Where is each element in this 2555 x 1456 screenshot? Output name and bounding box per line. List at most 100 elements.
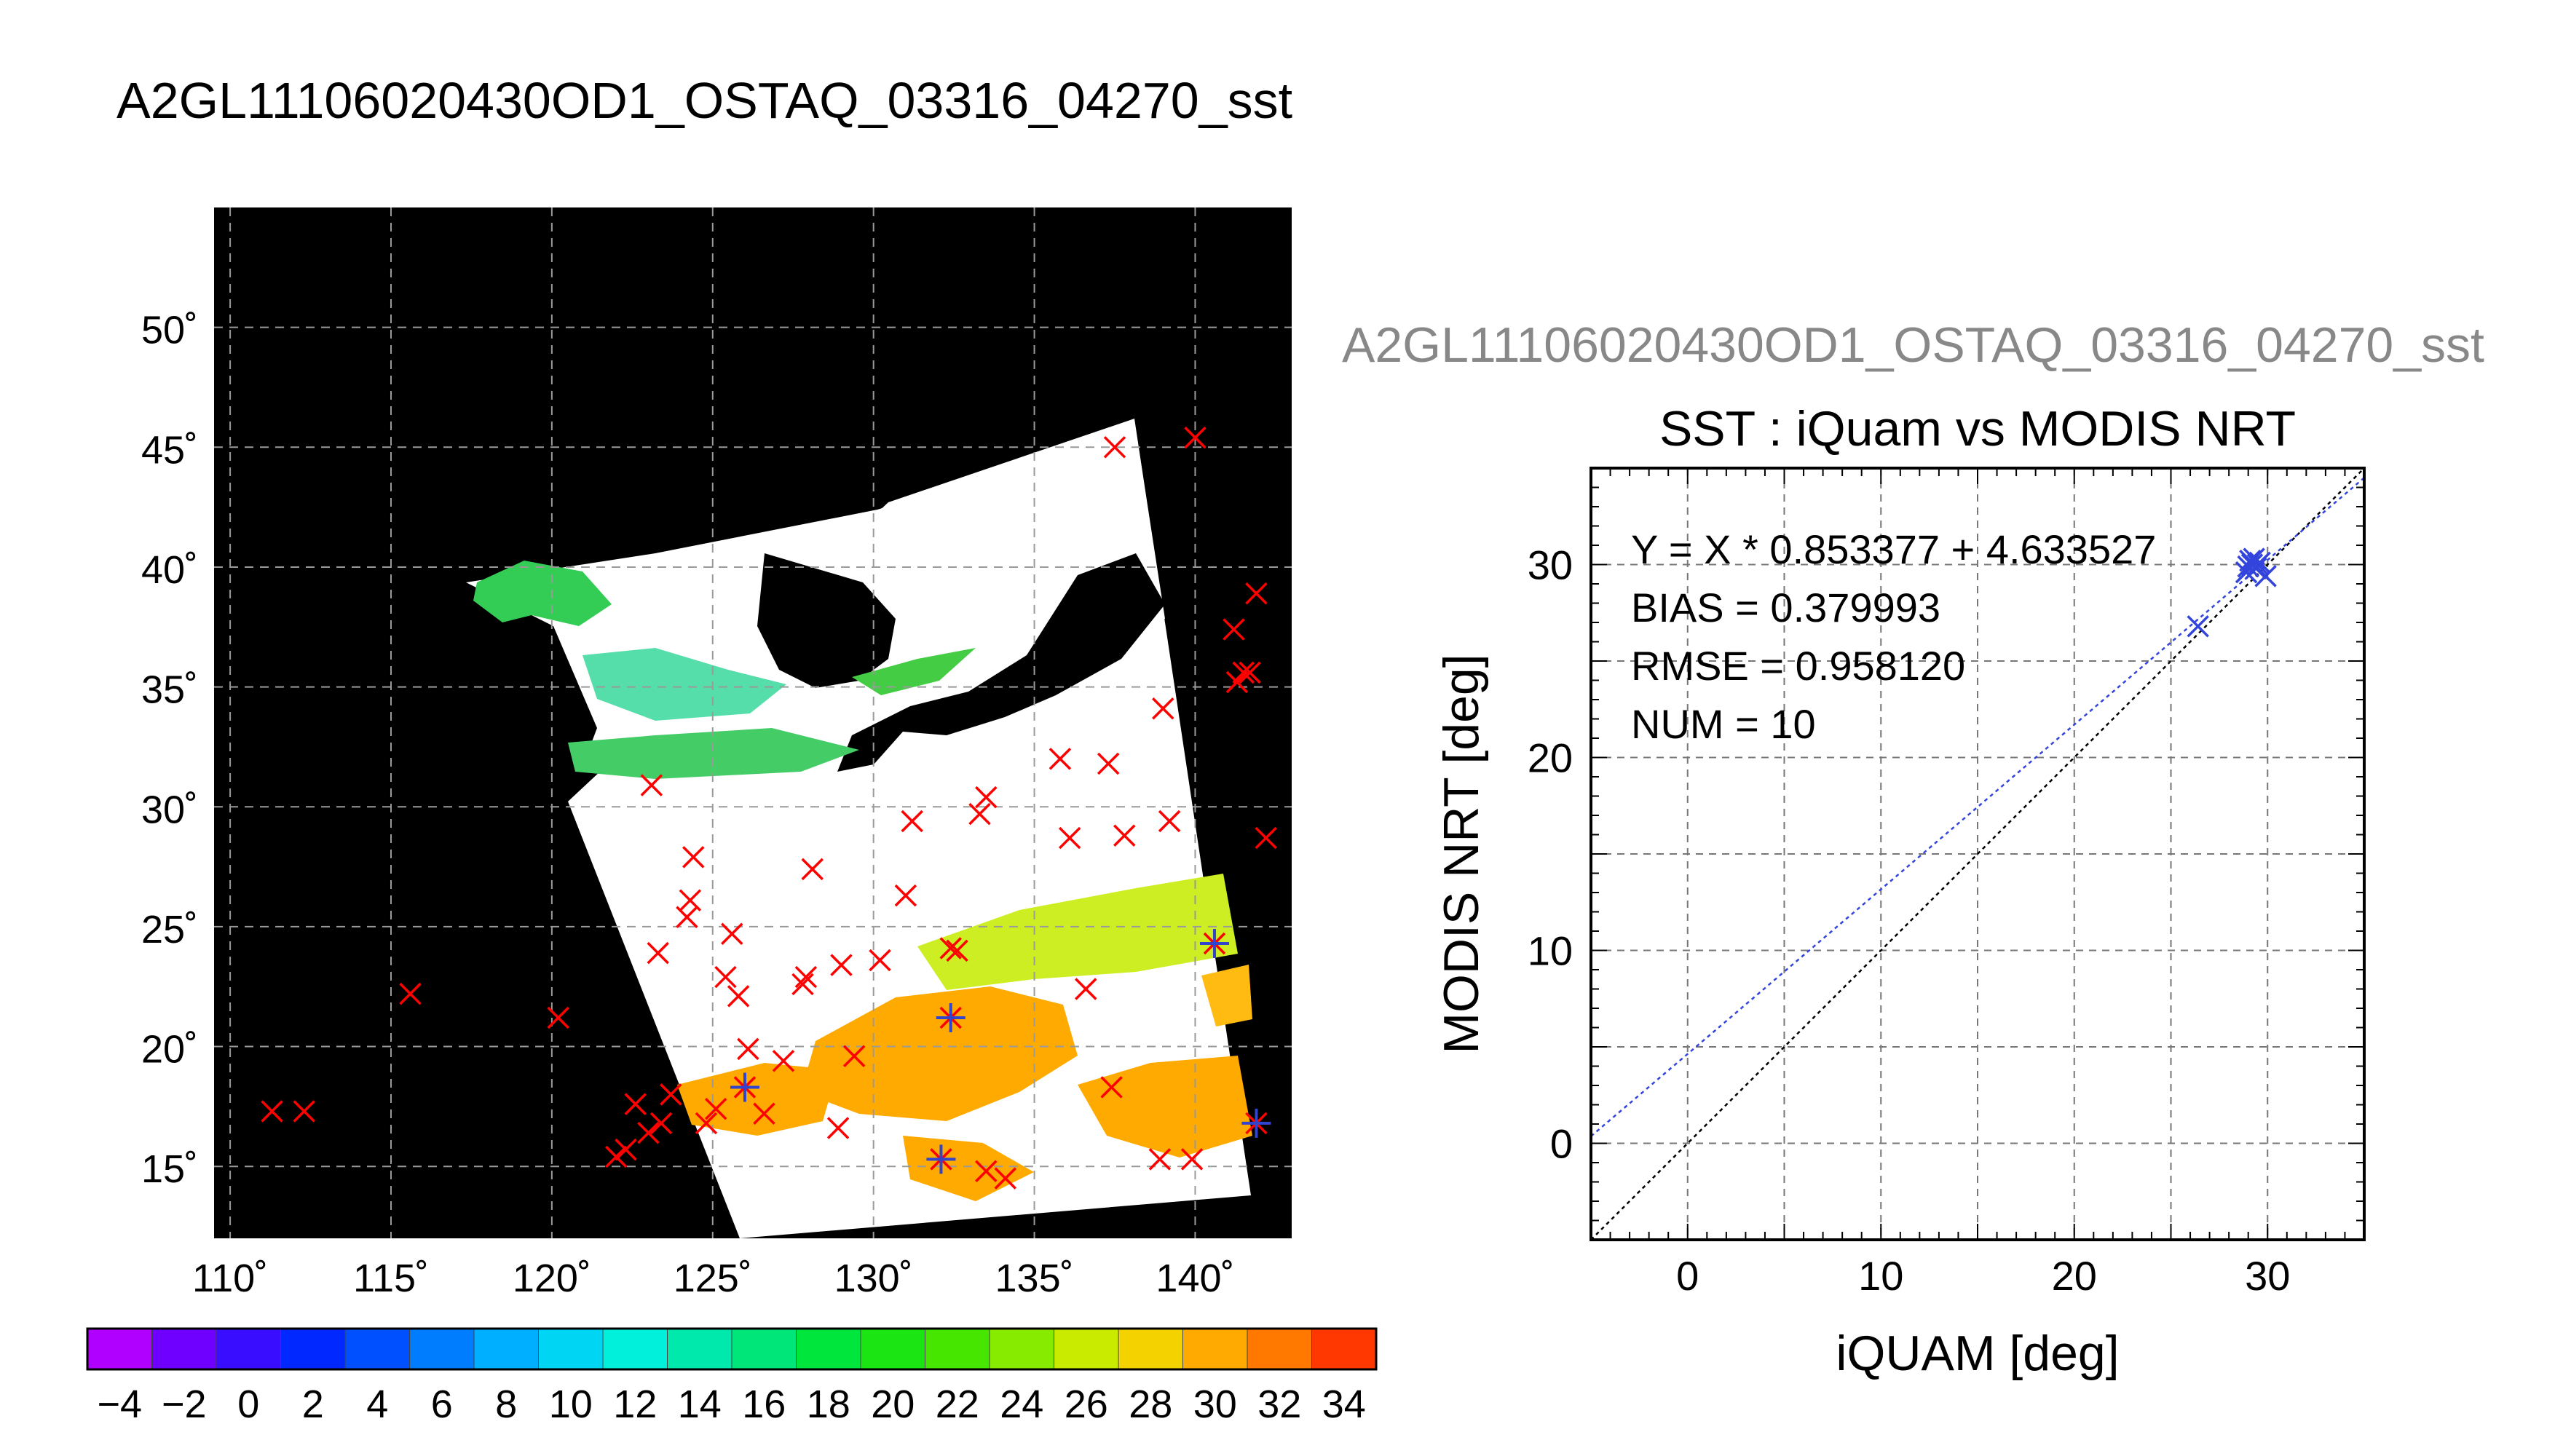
map-content	[466, 419, 1252, 1238]
colorbar-cell	[409, 1328, 475, 1370]
latitude-tick-label: 20˚	[141, 1028, 198, 1072]
colorbar-tick-label: 32	[1257, 1382, 1301, 1426]
iquam-marker	[826, 1117, 850, 1139]
longitude-tick-label: 110˚	[192, 1257, 268, 1300]
chart-header: A2GL11106020430OD1_OSTAQ_03316_04270_sst	[1342, 317, 2484, 373]
longitude-tick-label: 135˚	[995, 1257, 1074, 1300]
iquam-marker	[1255, 826, 1277, 850]
stats-line: RMSE = 0.958120	[1631, 643, 1965, 689]
latitude-tick-label: 50˚	[141, 309, 198, 352]
iquam-marker	[1225, 670, 1249, 694]
colorbar-tick-label: 8	[495, 1382, 517, 1426]
sst-patch-east-china-sea	[568, 728, 859, 779]
iquam-marker	[1158, 810, 1181, 833]
iquam-marker	[975, 1160, 998, 1183]
colorbar-cell	[925, 1328, 990, 1370]
latitude-tick-label: 45˚	[141, 428, 198, 472]
colorbar-cell	[1247, 1328, 1313, 1370]
iquam-marker	[399, 982, 422, 1005]
colorbar-cell	[473, 1328, 540, 1370]
iquam-marker	[1113, 824, 1136, 847]
matchup-marker	[926, 1144, 956, 1174]
sst-patch-orange-main	[801, 986, 1078, 1121]
iquam-marker	[647, 941, 669, 965]
colorbar-cell	[860, 1328, 926, 1370]
iquam-marker	[624, 1093, 647, 1115]
iquam-marker	[682, 846, 705, 869]
iquam-marker	[1097, 752, 1120, 775]
stats-line: NUM = 10	[1631, 701, 1816, 747]
colorbar-cell	[731, 1328, 797, 1370]
iquam-marker	[293, 1100, 315, 1123]
map-latitude-labels: 50˚ 45˚ 40˚ 35˚ 30˚ 25˚ 20˚ 15˚	[141, 309, 198, 1192]
sst-patch-yellow-sea	[473, 561, 612, 626]
longitude-tick-label: 115˚	[353, 1257, 429, 1300]
x-tick-label: 0	[1676, 1253, 1699, 1299]
iquam-marker	[869, 949, 891, 972]
iquam-marker	[640, 774, 663, 796]
colorbar-cell	[216, 1328, 282, 1370]
colorbar-cell	[344, 1328, 411, 1370]
iquam-marker	[1103, 436, 1126, 459]
fit-line	[1591, 477, 2364, 1137]
iquam-marker	[946, 939, 968, 962]
iquam-marker	[727, 985, 750, 1008]
colorbar-tick-label: 6	[431, 1382, 453, 1426]
matchup-marker	[1199, 928, 1229, 958]
iquam-marker	[801, 858, 824, 881]
colorbar-cell	[280, 1328, 346, 1370]
iquam-marker	[994, 1167, 1017, 1190]
matchup-marker	[1241, 1108, 1271, 1138]
colorbar-tick-label: 30	[1193, 1382, 1237, 1426]
colorbar-frame	[86, 1327, 1378, 1371]
iquam-marker	[975, 786, 998, 809]
land-china-coast	[466, 582, 597, 837]
iquam-marker	[772, 1050, 795, 1072]
colorbar-tick-label: 4	[366, 1382, 388, 1426]
x-tick-label: 10	[1858, 1253, 1903, 1299]
matchup-marker	[730, 1072, 759, 1102]
iquam-marker	[939, 937, 962, 960]
iquam-marker	[1232, 661, 1255, 684]
iquam-marker	[649, 1112, 673, 1135]
iquam-marker	[615, 1138, 637, 1161]
iquam-marker	[679, 889, 702, 911]
scatter-point	[2245, 557, 2267, 580]
page-title: A2GL11106020430OD1_OSTAQ_03316_04270_sst	[117, 72, 1292, 129]
iquam-marker	[842, 1045, 866, 1067]
scatter-points	[2187, 547, 2277, 638]
iquam-marker	[737, 1037, 759, 1061]
stats-line: Y = X * 0.853377 + 4.633527	[1631, 526, 2156, 572]
scatter-chart: A2GL11106020430OD1_OSTAQ_03316_04270_sst…	[1342, 317, 2484, 1381]
x-axis-label: iQUAM [deg]	[1836, 1326, 2119, 1381]
iquam-marker	[547, 1006, 569, 1029]
colorbar-cell	[989, 1328, 1055, 1370]
y-tick-label: 0	[1550, 1121, 1573, 1167]
map-markers	[261, 426, 1277, 1190]
iquam-marker	[753, 1102, 775, 1125]
iquam-marker	[1058, 826, 1081, 850]
y-tick-label: 20	[1528, 735, 1573, 781]
colorbar-cell	[87, 1328, 153, 1370]
colorbar-tick-label: 10	[549, 1382, 593, 1426]
scatter-axis-ticks: 0 10 20 30 0 10 20 30	[1528, 467, 2365, 1299]
matchup-marker	[936, 1003, 965, 1033]
colorbar-tick-label: 18	[807, 1382, 850, 1426]
iquam-marker	[721, 922, 743, 946]
colorbar-tick-label: 20	[871, 1382, 915, 1426]
sst-colorbar: −4 −2 0 2 4 6 8 10 12 14 16 18 20 22 24 26 28 30 32 34	[86, 1327, 1378, 1426]
iquam-marker	[1148, 1148, 1172, 1171]
colorbar-cell	[796, 1328, 861, 1370]
iquam-marker	[1049, 748, 1072, 770]
iquam-marker	[1100, 1076, 1123, 1099]
colorbar-tick-label: 24	[1000, 1382, 1043, 1426]
colorbar-tick-label: 2	[302, 1382, 324, 1426]
scatter-point	[2246, 553, 2270, 576]
colorbar-tick-label: 22	[936, 1382, 979, 1426]
longitude-tick-label: 130˚	[834, 1257, 913, 1300]
scatter-point	[2243, 547, 2265, 570]
colorbar-cell	[667, 1328, 732, 1370]
iquam-marker	[1075, 978, 1097, 1000]
iquam-marker	[605, 1145, 628, 1168]
iquam-marker	[261, 1100, 283, 1123]
